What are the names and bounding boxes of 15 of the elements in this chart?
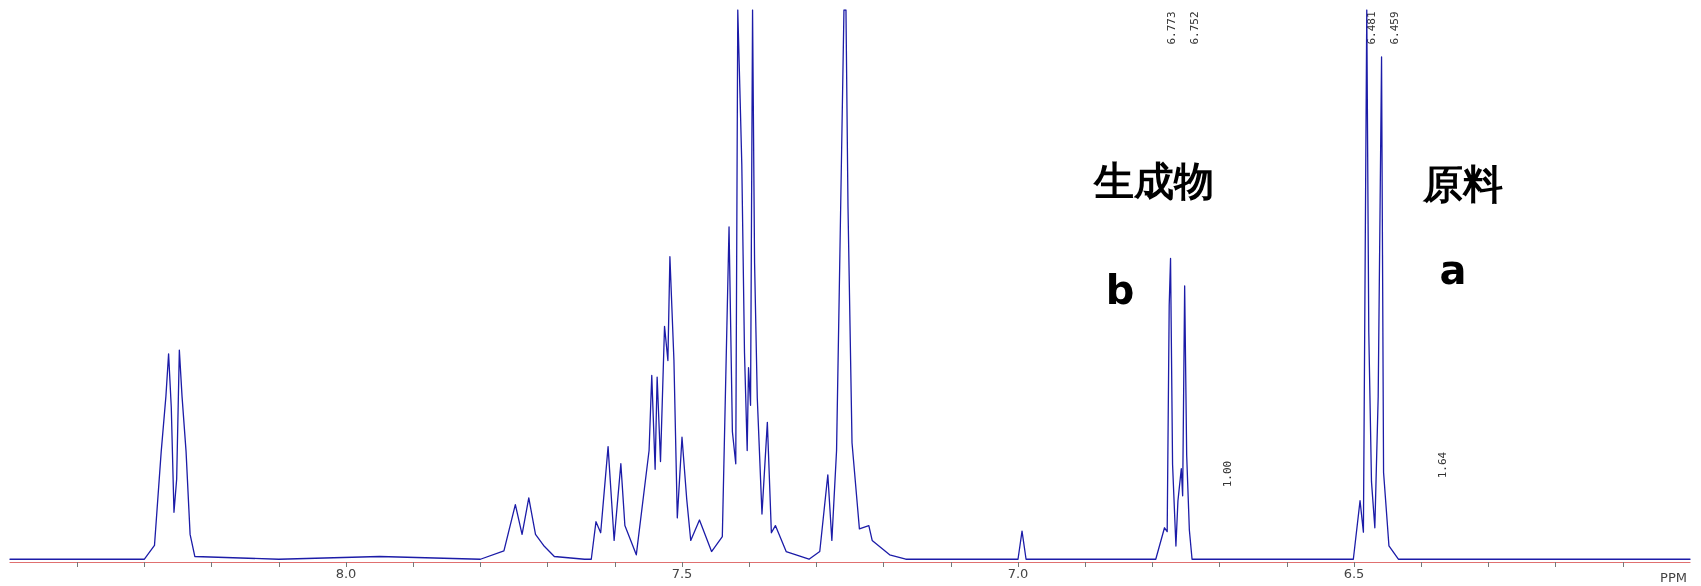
annotation: a: [1439, 247, 1467, 293]
annotation: 1.00: [1220, 460, 1234, 488]
x-tick-label: 7.5: [671, 566, 693, 581]
annotation: 1.64: [1435, 451, 1449, 479]
annotation: 6.481: [1364, 11, 1378, 45]
annotation: 原料: [1422, 161, 1503, 207]
annotation: 6.459: [1387, 11, 1401, 45]
x-tick-label: 6.5: [1343, 566, 1365, 581]
annotation: 6.752: [1187, 11, 1201, 45]
x-axis-title: PPM: [1660, 570, 1688, 585]
annotation: b: [1105, 267, 1135, 313]
annotation: 6.773: [1164, 11, 1178, 45]
annotation: 生成物: [1093, 158, 1214, 204]
x-tick-label: 7.0: [1007, 566, 1029, 581]
x-tick-label: 8.0: [335, 566, 357, 581]
